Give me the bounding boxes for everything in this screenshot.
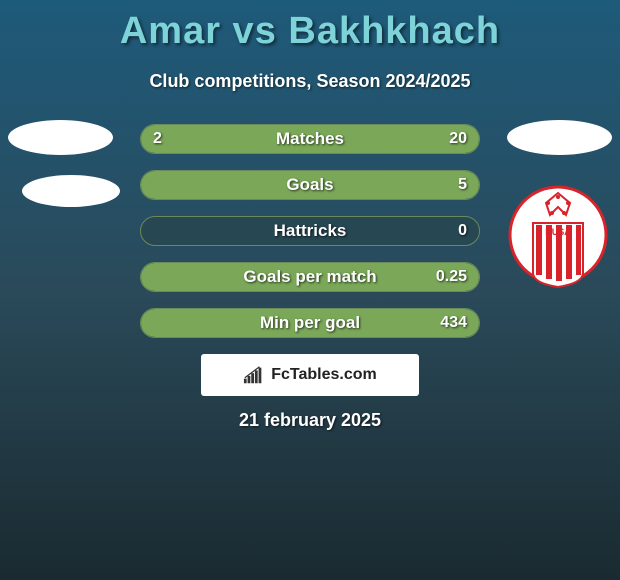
stat-label: Goals per match [141, 263, 479, 291]
player-left-avatar-1 [8, 120, 113, 155]
player-left-avatar-2 [22, 175, 120, 207]
brand-box[interactable]: FcTables.com [201, 354, 419, 396]
stat-label: Goals [141, 171, 479, 199]
chart-icon [243, 365, 265, 385]
page-title: Amar vs Bakhkhach [0, 0, 620, 53]
stats-panel: 2 Matches 20 Goals 5 Hattricks 0 Goals p… [140, 124, 480, 354]
stat-row-matches: 2 Matches 20 [140, 124, 480, 154]
stat-row-gpm: Goals per match 0.25 [140, 262, 480, 292]
stat-row-goals: Goals 5 [140, 170, 480, 200]
stat-right-value: 0.25 [436, 263, 467, 291]
stat-label: Matches [141, 125, 479, 153]
club-badge-right: HUSA [508, 175, 608, 295]
stat-row-hattricks: Hattricks 0 [140, 216, 480, 246]
stat-right-value: 0 [458, 217, 467, 245]
brand-text: FcTables.com [271, 366, 377, 384]
stat-label: Min per goal [141, 309, 479, 337]
stat-right-value: 20 [449, 125, 467, 153]
stat-label: Hattricks [141, 217, 479, 245]
stat-right-value: 434 [440, 309, 467, 337]
stat-row-mpg: Min per goal 434 [140, 308, 480, 338]
date-label: 21 february 2025 [0, 410, 620, 431]
svg-text:HUSA: HUSA [545, 227, 571, 237]
player-right-avatar-1 [507, 120, 612, 155]
stat-right-value: 5 [458, 171, 467, 199]
subtitle: Club competitions, Season 2024/2025 [0, 71, 620, 92]
